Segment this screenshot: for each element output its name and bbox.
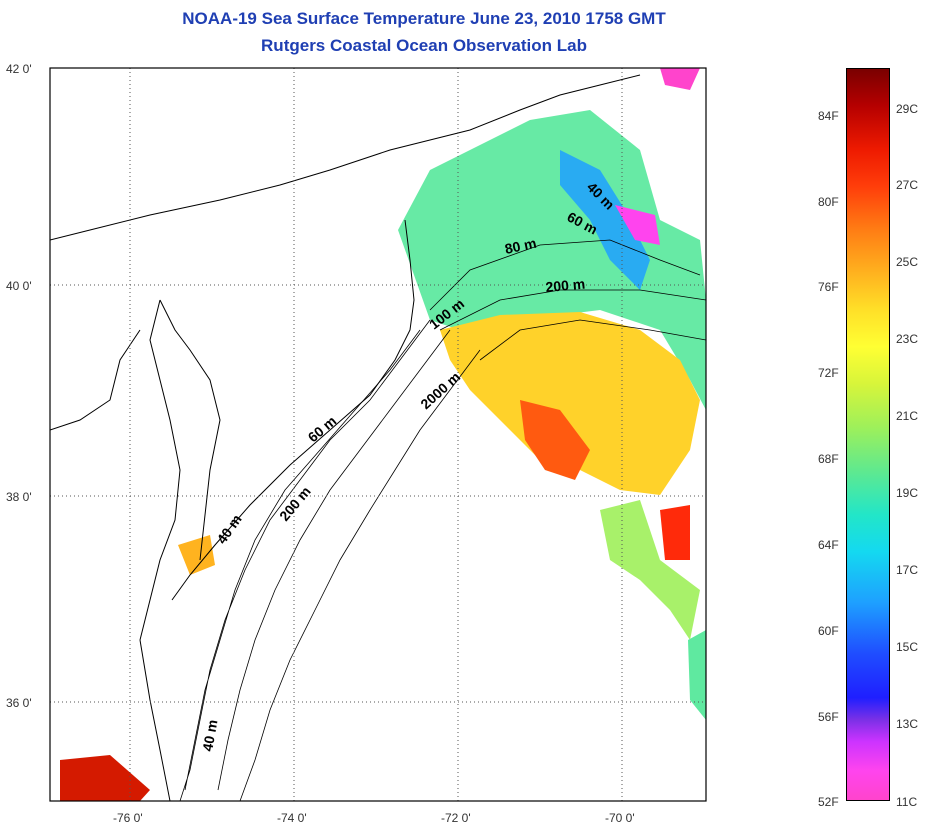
colorbar-f-label: 80F bbox=[818, 195, 839, 209]
lon-tick-label: -72 0' bbox=[441, 811, 471, 825]
coastline bbox=[50, 74, 641, 801]
colorbar-f-label: 68F bbox=[818, 452, 839, 466]
colorbar-f-label: 64F bbox=[818, 538, 839, 552]
colorbar-c-label: 21C bbox=[896, 409, 919, 423]
contour-label: 2000 m bbox=[417, 369, 463, 413]
sst-overlay-orange bbox=[520, 400, 590, 480]
lat-tick-label: 40 0' bbox=[6, 279, 32, 293]
sst-overlay-magenta bbox=[615, 205, 660, 245]
colorbar-f-label: 76F bbox=[818, 280, 839, 294]
colorbar-f-label: 60F bbox=[818, 624, 839, 638]
sst-overlay-warm bbox=[440, 312, 700, 495]
contour-label: 40 m bbox=[199, 718, 220, 752]
lat-tick-label: 36 0' bbox=[6, 696, 32, 710]
colorbar-c-label: 29C bbox=[896, 102, 919, 116]
colorbar-c-label: 19C bbox=[896, 486, 919, 500]
colorbar bbox=[846, 68, 890, 801]
lat-tick-label: 38 0' bbox=[6, 490, 32, 504]
colorbar-c-label: 15C bbox=[896, 640, 919, 654]
lon-tick-label: -74 0' bbox=[277, 811, 307, 825]
chart-title: NOAA-19 Sea Surface Temperature June 23,… bbox=[182, 9, 666, 28]
colorbar-f-label: 84F bbox=[818, 109, 839, 123]
colorbar-c-label: 23C bbox=[896, 332, 919, 346]
map-frame bbox=[49, 67, 707, 802]
colorbar-c-label: 25C bbox=[896, 255, 919, 269]
sst-overlay-south-green bbox=[600, 500, 700, 640]
graticule bbox=[50, 68, 706, 801]
colorbar-f-label: 72F bbox=[818, 366, 839, 380]
contour-label: 80 m bbox=[503, 235, 538, 257]
sst-overlay-sw-red bbox=[60, 755, 150, 801]
sst-overlay-far-east bbox=[688, 630, 706, 720]
colorbar-c-label: 11C bbox=[896, 795, 918, 809]
chart-subtitle: Rutgers Coastal Ocean Observation Lab bbox=[261, 36, 587, 55]
colorbar-f-label: 56F bbox=[818, 710, 839, 724]
lon-tick-label: -76 0' bbox=[113, 811, 143, 825]
colorbar-c-label: 27C bbox=[896, 178, 919, 192]
colorbar-c-label: 17C bbox=[896, 563, 919, 577]
contour-label: 200 m bbox=[276, 483, 314, 524]
sst-overlay-cyan-band bbox=[560, 150, 650, 290]
map-layers bbox=[50, 68, 706, 801]
sst-overlay-ne-corner bbox=[660, 68, 700, 90]
colorbar-c-label: 13C bbox=[896, 717, 919, 731]
lon-tick-label: -70 0' bbox=[605, 811, 635, 825]
sst-overlay-north bbox=[398, 110, 706, 410]
contour-label: 200 m bbox=[545, 276, 586, 295]
colorbar-f-label: 52F bbox=[818, 795, 839, 809]
lat-tick-label: 42 0' bbox=[6, 62, 32, 76]
sst-overlay-small-patch bbox=[178, 535, 215, 575]
bathymetry-contours bbox=[179, 239, 706, 801]
sst-overlay-east-warm bbox=[660, 505, 690, 560]
contour-label: 60 m bbox=[305, 413, 340, 446]
